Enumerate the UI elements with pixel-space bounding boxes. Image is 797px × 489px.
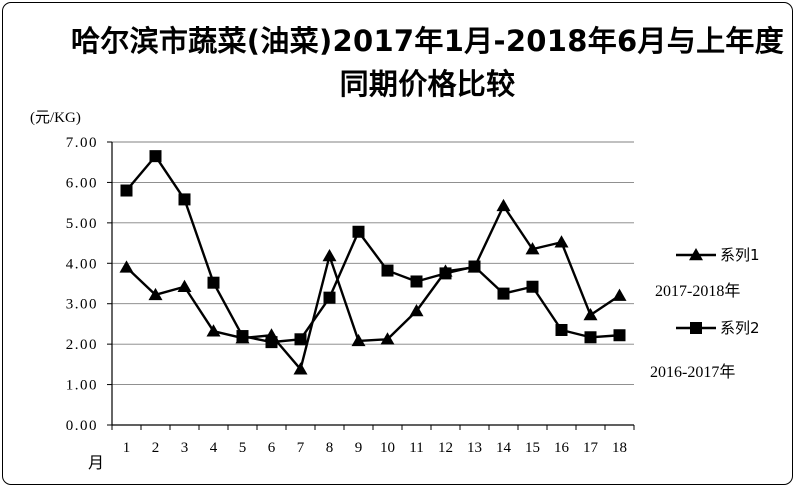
x-tick-label: 1 (123, 440, 131, 456)
series-1-point (322, 249, 337, 262)
legend-marker-2 (690, 322, 702, 334)
legend-note-series-1: 2017-2018年 (655, 283, 741, 300)
x-tick-label: 7 (297, 440, 305, 456)
series-2-point (381, 264, 394, 277)
series-line-1 (125, 204, 621, 371)
series-2-point (439, 267, 452, 280)
series-2-point (526, 280, 539, 293)
series-2-point (236, 330, 249, 343)
x-tick-label: 16 (554, 440, 570, 456)
y-tick-label: 2.00 (66, 337, 98, 353)
series-2-point (120, 184, 133, 197)
x-tick-label: 3 (181, 440, 189, 456)
series-1-point (351, 333, 366, 347)
series-2-point (410, 275, 423, 288)
y-tick-label: 3.00 (66, 297, 98, 313)
series-line-2 (125, 154, 620, 344)
series-2-point (468, 260, 481, 273)
y-tick-label: 6.00 (66, 175, 98, 191)
x-tick-label: 5 (239, 440, 247, 456)
legend-label-2: 系列2 (720, 319, 760, 337)
grid-lines (107, 141, 635, 430)
y-tick-label: 4.00 (66, 256, 98, 272)
y-axis-unit-label: (元/KG) (30, 110, 81, 126)
series-1-point (206, 324, 221, 337)
legend-note-series-2: 2016-2017年 (650, 364, 736, 381)
series-2-point (584, 331, 597, 344)
series-2-point (323, 291, 336, 304)
x-tick-label: 13 (467, 440, 482, 456)
series-1-point (612, 288, 627, 301)
x-tick-label: 14 (496, 440, 512, 456)
legend-label-1: 系列1 (720, 246, 760, 264)
series-1-point (496, 198, 511, 212)
series-1-point (583, 308, 598, 321)
series-2-point (352, 225, 365, 238)
y-tick-label: 5.00 (66, 216, 98, 232)
legend: 系列1 系列2 (676, 246, 760, 337)
y-tick-labels: 0.00 1.00 2.00 3.00 4.00 5.00 6.00 7.00 (66, 135, 98, 434)
x-tick-label: 17 (583, 440, 599, 456)
y-tick-label: 0.00 (66, 418, 98, 434)
x-tick-label: 2 (152, 440, 160, 456)
series-1-point (409, 303, 424, 317)
x-axis-label: 月 (88, 453, 105, 472)
x-tick-label: 4 (210, 440, 218, 456)
chart-title: 哈尔滨市蔬菜(油菜)2017年1月-2018年6月与上年度同期价格比较 (70, 24, 785, 101)
series-2-point (497, 287, 510, 300)
x-tick-label: 8 (326, 440, 334, 456)
series-2-point (613, 329, 626, 342)
x-tick-label: 12 (438, 440, 453, 456)
series-1-point (525, 242, 540, 255)
x-tick-labels: 1 2 3 4 5 6 7 8 9 10 11 12 13 14 15 16 17 18 (123, 440, 627, 456)
x-tick-label: 11 (409, 440, 423, 456)
series-2-point (265, 336, 278, 349)
x-tick-label: 15 (525, 440, 540, 456)
y-tick-label: 1.00 (66, 378, 98, 394)
series-lines (119, 150, 627, 375)
series-1-point (554, 235, 569, 248)
series-2-point (294, 333, 307, 346)
series-1-point (293, 362, 308, 375)
series-2-point (178, 193, 191, 206)
series-2-point (207, 276, 220, 289)
series-2-point (555, 323, 568, 336)
series-1-point (148, 287, 163, 301)
series-1-point (177, 279, 192, 292)
x-tick-label: 9 (355, 440, 363, 456)
legend-marker-1 (689, 248, 703, 261)
series-1-point (119, 260, 134, 273)
series-1-point (380, 332, 395, 345)
x-tick-label: 18 (612, 440, 627, 456)
x-tick-label: 10 (380, 440, 395, 456)
x-tick-label: 6 (268, 440, 276, 456)
y-tick-label: 7.00 (66, 135, 98, 151)
series-2-point (149, 150, 162, 163)
